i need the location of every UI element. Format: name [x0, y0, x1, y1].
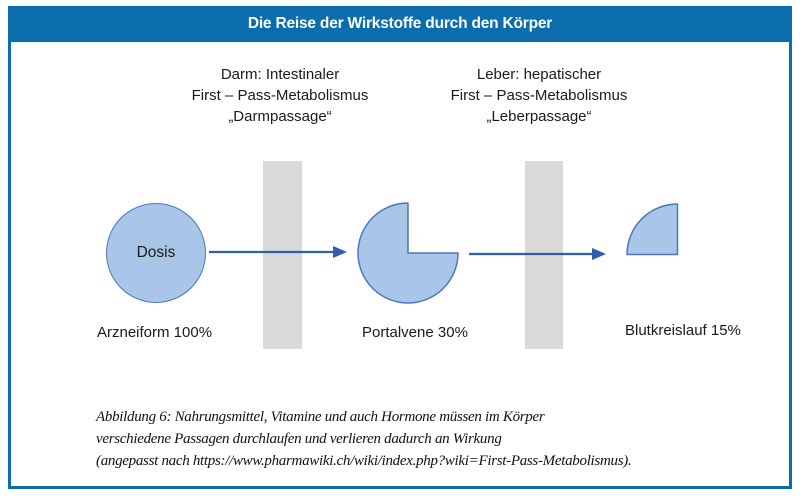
dose-label: Dosis: [136, 244, 176, 261]
darm-passage-label: Darm: Intestinaler First – Pass-Metaboli…: [191, 66, 369, 125]
figure-caption: Abbildung 6: Nahrungsmittel, Vitamine un…: [96, 409, 632, 469]
leber-passage-label: Leber: hepatischer First – Pass-Metaboli…: [450, 66, 628, 125]
page-title: Die Reise der Wirkstoffe durch den Körpe…: [247, 15, 553, 32]
title-bar: Die Reise der Wirkstoffe durch den Körpe…: [8, 6, 792, 42]
portalvene-label: Portalvene 30%: [362, 324, 468, 341]
bloodstream-quarter-pie-shape: [626, 203, 679, 256]
portal-vein-pie-shape: [357, 202, 459, 304]
arrow-dose-to-portal: [209, 246, 347, 258]
blutkreislauf-label: Blutkreislauf 15%: [625, 322, 741, 339]
dose-circle-shape: Dosis: [106, 203, 206, 303]
arrow-portal-to-blood: [469, 248, 606, 260]
arzneiform-label: Arzneiform 100%: [97, 324, 213, 341]
intestinal-barrier-bar: [263, 161, 302, 349]
